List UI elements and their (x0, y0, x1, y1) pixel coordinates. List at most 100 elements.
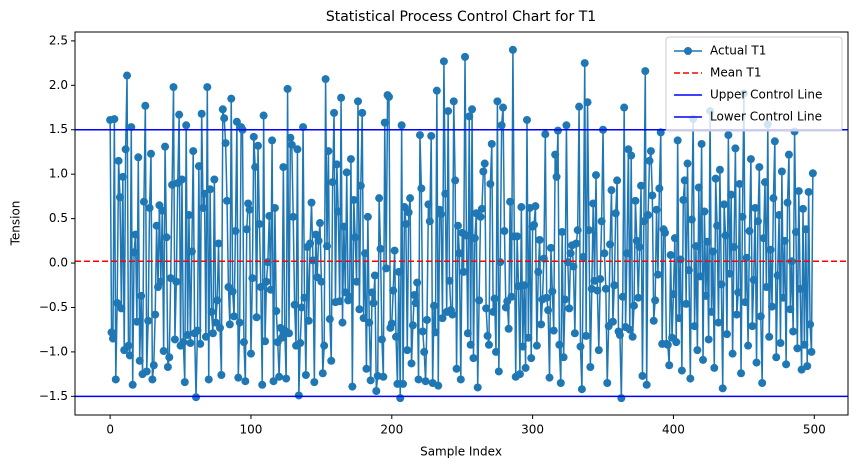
point (684, 266, 693, 275)
point (777, 167, 786, 176)
point (558, 227, 567, 236)
legend-box (665, 36, 843, 132)
point (353, 97, 362, 106)
point (675, 314, 684, 323)
point (556, 379, 565, 388)
point (615, 331, 624, 340)
point (123, 71, 132, 80)
point (762, 283, 771, 292)
point (228, 287, 237, 296)
point (627, 151, 636, 160)
point (218, 105, 227, 114)
point (631, 196, 640, 205)
y-tick-label: −1.0 (39, 344, 68, 358)
point (384, 92, 393, 101)
point (335, 297, 344, 306)
point (422, 315, 431, 324)
point (492, 347, 501, 356)
point (801, 225, 810, 234)
point (752, 358, 761, 367)
point (617, 394, 626, 403)
point (515, 370, 524, 379)
point (680, 176, 689, 185)
point (720, 200, 729, 209)
point (235, 318, 244, 327)
point (169, 83, 178, 92)
point (513, 232, 522, 241)
point (361, 249, 370, 258)
point (518, 342, 527, 351)
point (220, 114, 229, 123)
point (324, 147, 333, 156)
point (794, 187, 803, 196)
point (489, 307, 498, 316)
point (241, 377, 250, 386)
point (328, 178, 337, 187)
point (346, 155, 355, 164)
point (204, 375, 213, 384)
point (566, 249, 575, 258)
point (192, 393, 201, 402)
point (275, 372, 284, 381)
point (551, 150, 560, 159)
point (758, 379, 767, 388)
y-tick-label: −1.5 (39, 389, 68, 403)
point (459, 267, 468, 276)
x-tick-label: 100 (240, 423, 263, 437)
point (255, 219, 264, 228)
point (142, 367, 151, 376)
point (473, 383, 482, 392)
point (637, 181, 646, 190)
point (482, 304, 491, 313)
point (487, 139, 496, 148)
point (369, 299, 378, 308)
point (261, 337, 270, 346)
point (399, 379, 408, 388)
point (703, 237, 712, 246)
point (334, 207, 343, 216)
point (210, 175, 219, 184)
point (417, 184, 426, 193)
point (580, 59, 589, 68)
point (583, 98, 592, 107)
point (352, 277, 361, 286)
point (499, 103, 508, 112)
point (546, 243, 555, 252)
point (607, 186, 616, 195)
point (265, 211, 274, 220)
point (770, 137, 779, 146)
point (283, 84, 292, 93)
point (804, 187, 813, 196)
point (162, 233, 171, 242)
point (225, 320, 234, 329)
point (663, 340, 672, 349)
point (783, 198, 792, 207)
point (413, 278, 422, 287)
point (624, 145, 633, 154)
point (555, 340, 564, 349)
point (549, 326, 558, 335)
point (773, 271, 782, 280)
point (321, 75, 330, 84)
point (714, 318, 723, 327)
point (107, 328, 116, 337)
point (524, 333, 533, 342)
point (132, 317, 141, 326)
point (725, 269, 734, 278)
point (259, 111, 268, 120)
point (254, 141, 263, 150)
point (404, 208, 413, 217)
point (392, 332, 401, 341)
point (573, 226, 582, 235)
point (642, 380, 651, 389)
point (559, 353, 568, 362)
point (244, 199, 253, 208)
point (670, 234, 679, 243)
point (755, 163, 764, 172)
point (342, 168, 351, 177)
point (363, 212, 372, 221)
point (304, 316, 313, 325)
point (666, 251, 675, 260)
point (201, 332, 210, 341)
point (476, 212, 485, 221)
